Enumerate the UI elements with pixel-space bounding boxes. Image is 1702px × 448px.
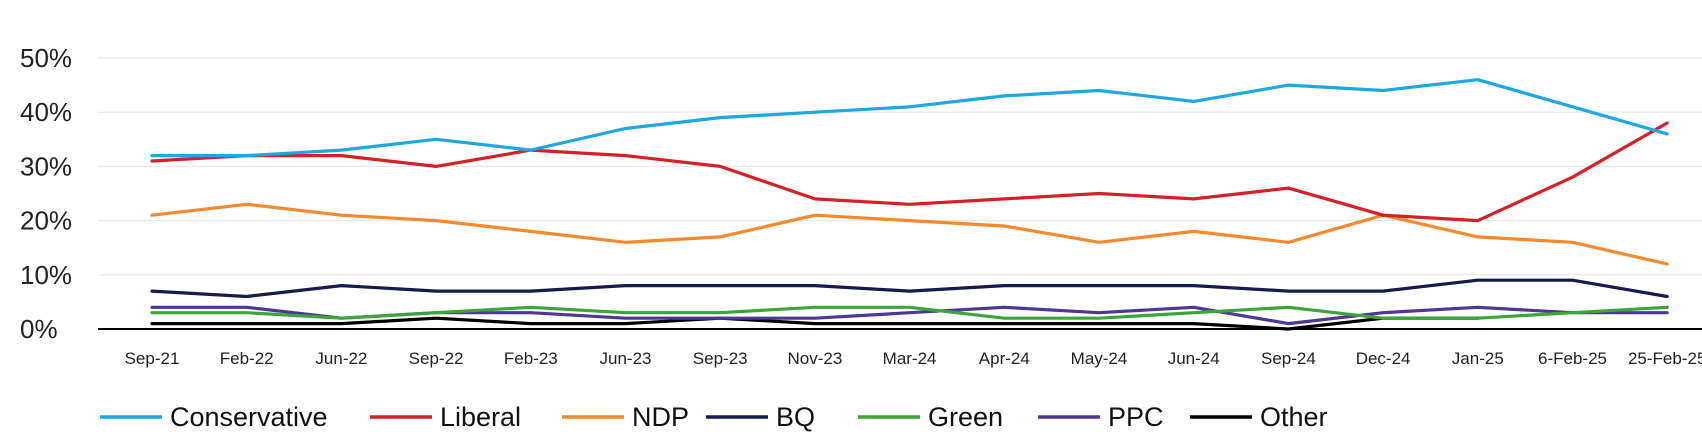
legend-item-green: Green — [858, 402, 1003, 432]
x-tick-label: Jun-22 — [315, 349, 367, 368]
series-line-liberal — [150, 121, 1669, 223]
y-tick-label: 30% — [20, 151, 72, 181]
x-tick-label: Sep-23 — [693, 349, 748, 368]
x-tick-label: 25-Feb-25 — [1628, 349, 1702, 368]
x-tick-label: Feb-22 — [220, 349, 274, 368]
y-tick-label: 50% — [20, 43, 72, 73]
series-line-other — [150, 316, 1480, 331]
legend-item-bq: BQ — [706, 402, 815, 432]
legend-label: Conservative — [170, 402, 328, 432]
x-tick-label: 6-Feb-25 — [1538, 349, 1607, 368]
y-tick-label: 0% — [20, 314, 58, 344]
x-tick-label: Sep-24 — [1261, 349, 1316, 368]
legend: Conservative Liberal NDP BQ Green PPC Other — [100, 402, 1328, 432]
x-tick-label: Jan-25 — [1452, 349, 1504, 368]
legend-label: Liberal — [440, 402, 521, 432]
y-axis-ticks: 0% 10% 20% 30% 40% 50% — [20, 43, 72, 344]
legend-item-conservative: Conservative — [100, 402, 328, 432]
x-tick-label: Jun-23 — [600, 349, 652, 368]
series-line-bq — [150, 278, 1669, 299]
x-tick-label: Mar-24 — [883, 349, 937, 368]
series-line-ndp — [150, 202, 1669, 266]
legend-label: PPC — [1108, 402, 1164, 432]
x-tick-label: May-24 — [1071, 349, 1128, 368]
y-tick-label: 10% — [20, 260, 72, 290]
x-tick-label: Jun-24 — [1168, 349, 1220, 368]
x-axis-ticks: Sep-21 Feb-22 Jun-22 Sep-22 Feb-23 Jun-23 Sep-… — [125, 349, 1702, 368]
legend-label: Green — [928, 402, 1003, 432]
legend-item-liberal: Liberal — [370, 402, 521, 432]
legend-item-other: Other — [1190, 402, 1328, 432]
legend-item-ppc: PPC — [1038, 402, 1164, 432]
legend-item-ndp: NDP — [562, 402, 689, 432]
x-tick-label: Dec-24 — [1356, 349, 1411, 368]
y-tick-label: 40% — [20, 97, 72, 127]
x-tick-label: Feb-23 — [504, 349, 558, 368]
series-line-conservative — [150, 78, 1669, 158]
series-line-green — [150, 305, 1669, 320]
x-tick-label: Sep-22 — [409, 349, 464, 368]
x-tick-label: Nov-23 — [787, 349, 842, 368]
series — [150, 78, 1669, 331]
legend-label: NDP — [632, 402, 689, 432]
x-tick-label: Sep-21 — [125, 349, 180, 368]
y-tick-label: 20% — [20, 206, 72, 236]
legend-label: Other — [1260, 402, 1328, 432]
grid — [98, 57, 1702, 276]
legend-label: BQ — [776, 402, 815, 432]
x-tick-label: Apr-24 — [979, 349, 1030, 368]
